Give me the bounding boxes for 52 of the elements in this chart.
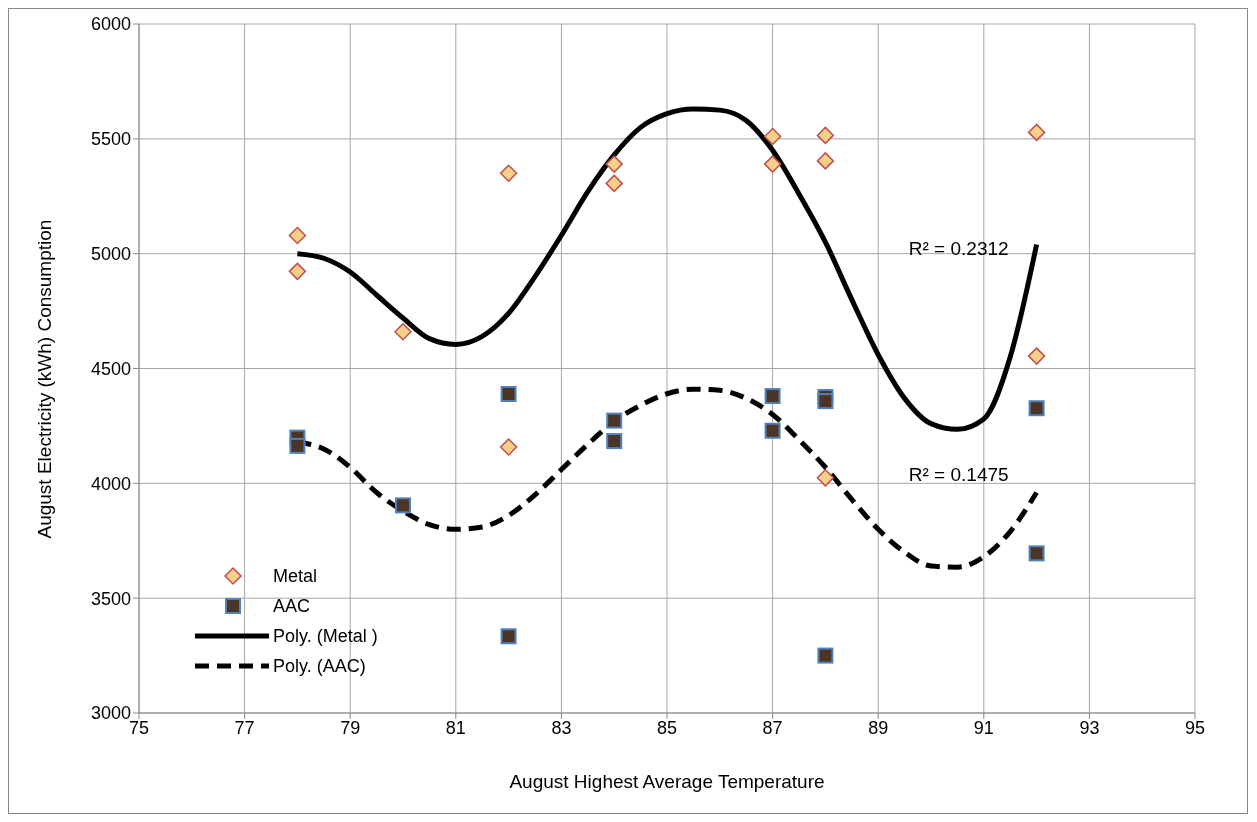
y-tick-label: 5000	[90, 244, 131, 265]
legend-label: Metal	[273, 565, 318, 587]
point	[816, 152, 835, 170]
x-tick-label: 93	[1079, 717, 1100, 738]
x-axis-title: August Highest Average Temperature	[509, 771, 825, 792]
y-axis-title: August Electricity (kWh) Consumption	[33, 219, 55, 539]
point	[395, 497, 411, 514]
point	[606, 433, 623, 450]
x-tick-label: 95	[1184, 717, 1206, 738]
point	[605, 174, 623, 193]
x-tick-label: 87	[762, 717, 783, 738]
point	[817, 393, 834, 410]
point	[816, 126, 835, 145]
legend-label: Poly. (AAC)	[273, 655, 366, 677]
x-tick-label: 85	[656, 717, 678, 738]
x-tick-label: 77	[234, 717, 255, 738]
point	[289, 437, 306, 454]
point	[394, 323, 412, 341]
point	[1027, 123, 1046, 142]
x-tick-label: 83	[551, 717, 572, 738]
annotation: R² = 0.2312	[908, 238, 1009, 260]
point	[606, 412, 623, 429]
legend-label: AAC	[273, 595, 311, 617]
point	[500, 385, 517, 402]
y-tick-label: 3500	[90, 588, 131, 609]
y-tick-label: 4500	[90, 358, 131, 379]
point	[816, 469, 835, 487]
y-tick-label: 6000	[90, 14, 131, 35]
legend-label: Poly. (Metal )	[273, 625, 378, 647]
y-tick-label: 5500	[90, 129, 131, 150]
x-tick-label: 81	[445, 717, 466, 738]
point	[764, 388, 781, 405]
x-tick-label: 79	[340, 717, 361, 738]
x-tick-label: 75	[128, 717, 150, 738]
point	[499, 164, 518, 183]
point	[500, 628, 517, 645]
point	[288, 262, 307, 281]
x-tick-label: 91	[973, 717, 994, 738]
point	[1028, 545, 1045, 562]
point	[817, 647, 834, 664]
point	[499, 438, 518, 456]
point	[605, 155, 623, 173]
point	[1028, 400, 1045, 417]
point	[288, 226, 307, 245]
x-tick-label: 89	[868, 717, 889, 738]
y-tick-label: 3000	[90, 703, 131, 724]
annotation: R² = 0.1475	[908, 464, 1009, 486]
y-tick-label: 4000	[90, 473, 131, 494]
point	[763, 127, 782, 146]
point	[763, 155, 782, 173]
point	[764, 422, 781, 439]
point	[1027, 347, 1046, 365]
